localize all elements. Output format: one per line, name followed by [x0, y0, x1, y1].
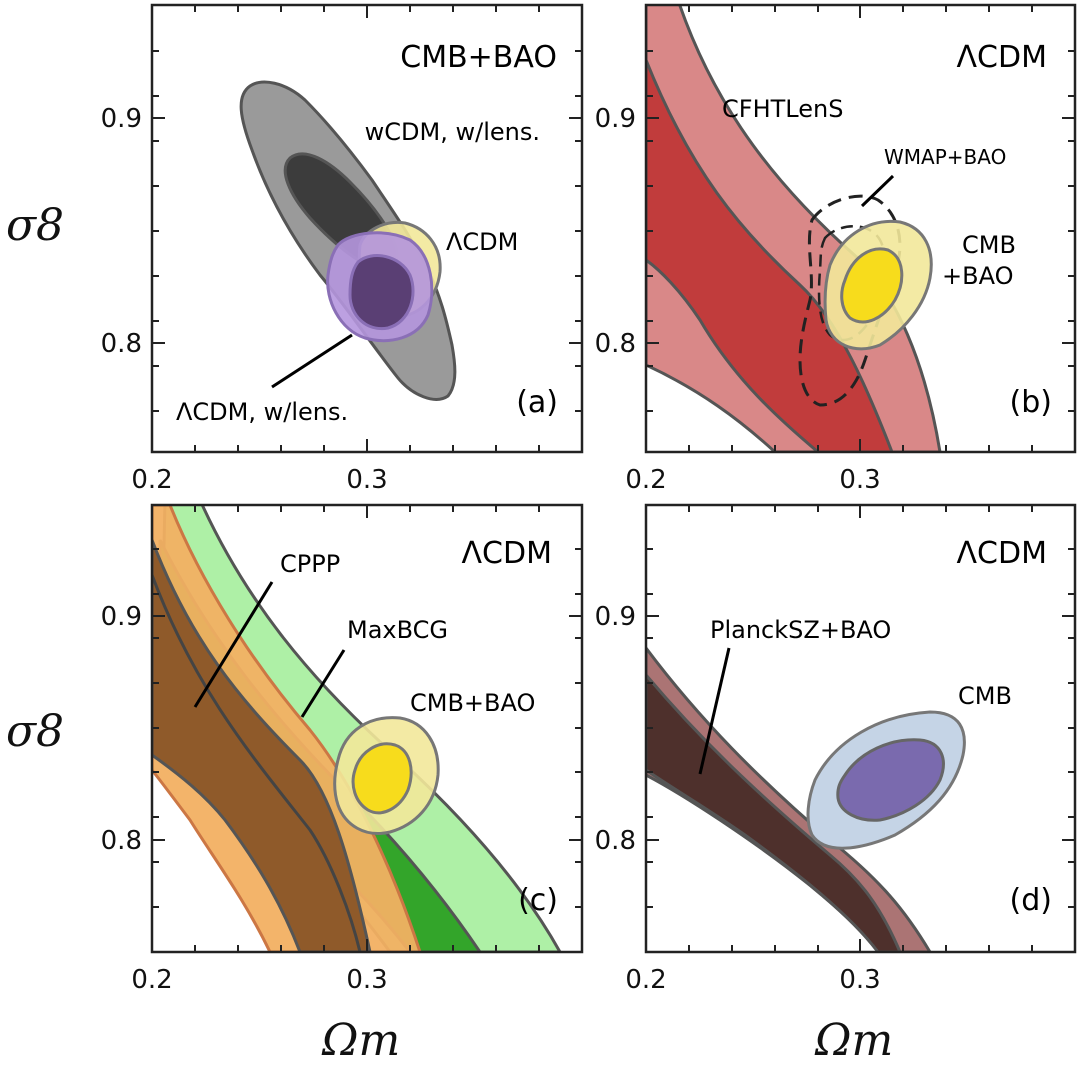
ticks-a: [152, 5, 582, 452]
band-cfhtlens-68: [646, 59, 894, 452]
band-cppp-68: [152, 539, 372, 952]
ticks-b: [646, 5, 1075, 452]
contour-lcdm-lens-68: [348, 254, 415, 331]
y-axis-label-top: σ8: [6, 200, 64, 251]
contour-cmb-bao-68: [840, 247, 904, 324]
ticks-d: [646, 505, 1075, 952]
panel-letter-a: (a): [516, 385, 558, 420]
ticks-c: [152, 505, 582, 952]
panel-letter-b: (b): [1010, 385, 1052, 420]
xtick-d-03: 0.3: [839, 965, 880, 995]
panel-letter-d: (d): [1010, 883, 1052, 918]
label-lcdm: ΛCDM: [446, 228, 518, 256]
contour-c-cmb-bao-68: [351, 742, 413, 815]
panel-d: ΛCDM PlanckSZ+BAO CMB (d) 0.9 0.8 0.2 0.…: [595, 503, 1077, 995]
y-axis-label-bottom: σ8: [6, 706, 64, 757]
ytick-d-09: 0.9: [595, 602, 636, 632]
label-d-cmb: CMB: [958, 682, 1012, 710]
xtick-b-03: 0.3: [839, 465, 880, 495]
band-cppp-edge: [152, 574, 362, 952]
panel-c: ΛCDM CPPP MaxBCG CMB+BAO (c) 0.9 0.8 0.2…: [101, 503, 584, 995]
contour-wmap-bao: [798, 194, 902, 407]
pointer-maxbcg: [300, 649, 346, 718]
label-plus-bao: +BAO: [942, 262, 1013, 290]
xtick-a-02: 0.2: [131, 465, 172, 495]
pointer-cppp: [193, 581, 274, 708]
panel-title-b: ΛCDM: [957, 40, 1047, 75]
label-maxbcg: MaxBCG: [347, 616, 448, 644]
band-cppp-95: [152, 505, 422, 952]
label-wmap-bao: WMAP+BAO: [884, 145, 1006, 169]
xtick-d-02: 0.2: [625, 965, 666, 995]
ytick-c-09: 0.9: [101, 602, 142, 632]
panel-a: CMB+BAO wCDM, w/lens. ΛCDM ΛCDM, w/lens.…: [101, 3, 584, 495]
ytick-b-08: 0.8: [595, 329, 636, 359]
panel-title-c: ΛCDM: [462, 536, 552, 571]
xtick-b-02: 0.2: [625, 465, 666, 495]
label-cmb: CMB: [962, 231, 1016, 259]
pointer-plancksz: [698, 647, 731, 775]
band-plancksz-95: [646, 645, 932, 952]
xtick-c-02: 0.2: [131, 965, 172, 995]
label-lcdm-lens: ΛCDM, w/lens.: [176, 398, 348, 426]
ytick-c-08: 0.8: [101, 826, 142, 856]
label-cppp: CPPP: [280, 550, 340, 578]
label-cfhtlens: CFHTLenS: [722, 95, 843, 123]
x-axis-label-right: Ωm: [814, 1015, 893, 1066]
label-plancksz-bao: PlanckSZ+BAO: [710, 616, 891, 644]
ytick-a-09: 0.9: [101, 104, 142, 134]
ytick-d-08: 0.8: [595, 826, 636, 856]
contour-d-cmb-68: [836, 738, 945, 822]
panel-title-d: ΛCDM: [957, 536, 1047, 571]
x-axis-label-left: Ωm: [321, 1015, 400, 1066]
xtick-a-03: 0.3: [346, 465, 387, 495]
ytick-b-09: 0.9: [595, 104, 636, 134]
pointer-wmap-bao: [860, 174, 895, 208]
label-c-cmb-bao: CMB+BAO: [410, 689, 535, 717]
xtick-c-03: 0.3: [346, 965, 387, 995]
panel-letter-c: (c): [518, 883, 558, 918]
label-wcdm-lens: wCDM, w/lens.: [365, 118, 540, 146]
ytick-a-08: 0.8: [101, 329, 142, 359]
panel-title-a: CMB+BAO: [400, 40, 557, 75]
panel-b: ΛCDM CFHTLenS WMAP+BAO CMB +BAO (b) 0.9 …: [595, 3, 1077, 495]
pointer-lcdm-lens: [271, 333, 353, 389]
